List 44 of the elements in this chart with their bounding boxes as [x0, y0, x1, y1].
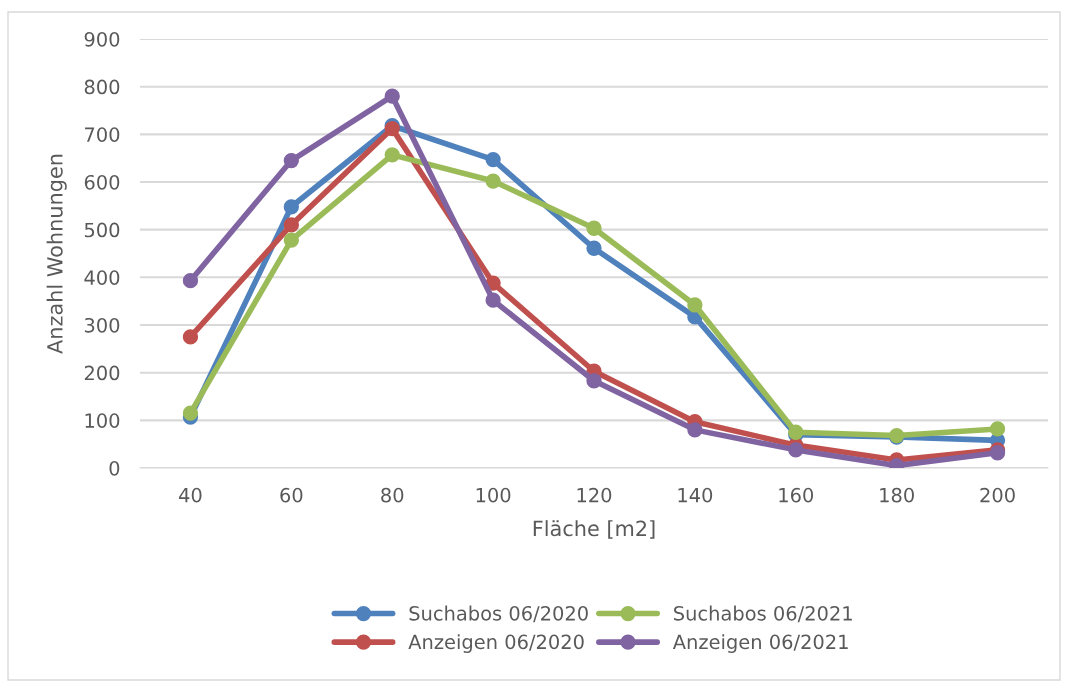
x-tick-label: 40	[179, 487, 202, 503]
legend-label: Suchabos 06/2021	[674, 605, 852, 623]
point	[586, 220, 602, 236]
legend-label: Anzeigen 06/2021	[672, 634, 848, 653]
x-tick-label: 120	[577, 487, 612, 503]
y-tick-label: 300	[84, 317, 120, 333]
point	[586, 240, 602, 256]
point	[182, 273, 199, 289]
x-axis-title: Fläche [m2]	[533, 520, 655, 539]
point	[182, 405, 199, 421]
y-tick-label: 200	[84, 365, 120, 381]
y-tick-label: 100	[85, 413, 120, 428]
point	[384, 147, 400, 163]
x-tick-label: 100	[476, 487, 511, 503]
y-tick-label: 900	[84, 31, 120, 47]
legend-label: Suchabos 06/2020	[409, 605, 588, 623]
point	[788, 442, 804, 458]
y-tick-label: 0	[109, 460, 120, 476]
x-tick-label: 140	[678, 487, 713, 503]
x-tick-label: 180	[880, 487, 914, 503]
point	[485, 173, 501, 189]
x-tick-label: 200	[980, 487, 1015, 503]
point	[283, 232, 299, 248]
y-tick-label: 500	[84, 222, 120, 238]
y-tick-label: 800	[84, 79, 120, 95]
point	[687, 422, 703, 438]
point	[182, 329, 199, 345]
point	[384, 88, 400, 104]
y-tick-label: 600	[84, 174, 120, 190]
point	[283, 152, 299, 169]
point	[485, 292, 501, 308]
legend-label: Anzeigen 06/2020	[408, 634, 584, 653]
x-tick-label: 160	[779, 487, 814, 503]
y-axis-title: Anzahl Wohnungen	[46, 154, 67, 354]
y-tick-label: 400	[84, 270, 120, 285]
point	[485, 151, 501, 168]
y-tick-label: 700	[85, 127, 120, 142]
point	[283, 217, 299, 233]
point	[687, 297, 703, 313]
x-tick-label: 60	[280, 487, 303, 503]
point	[989, 421, 1006, 437]
point	[586, 373, 602, 389]
x-tick-label: 80	[381, 487, 404, 503]
point	[283, 199, 299, 215]
